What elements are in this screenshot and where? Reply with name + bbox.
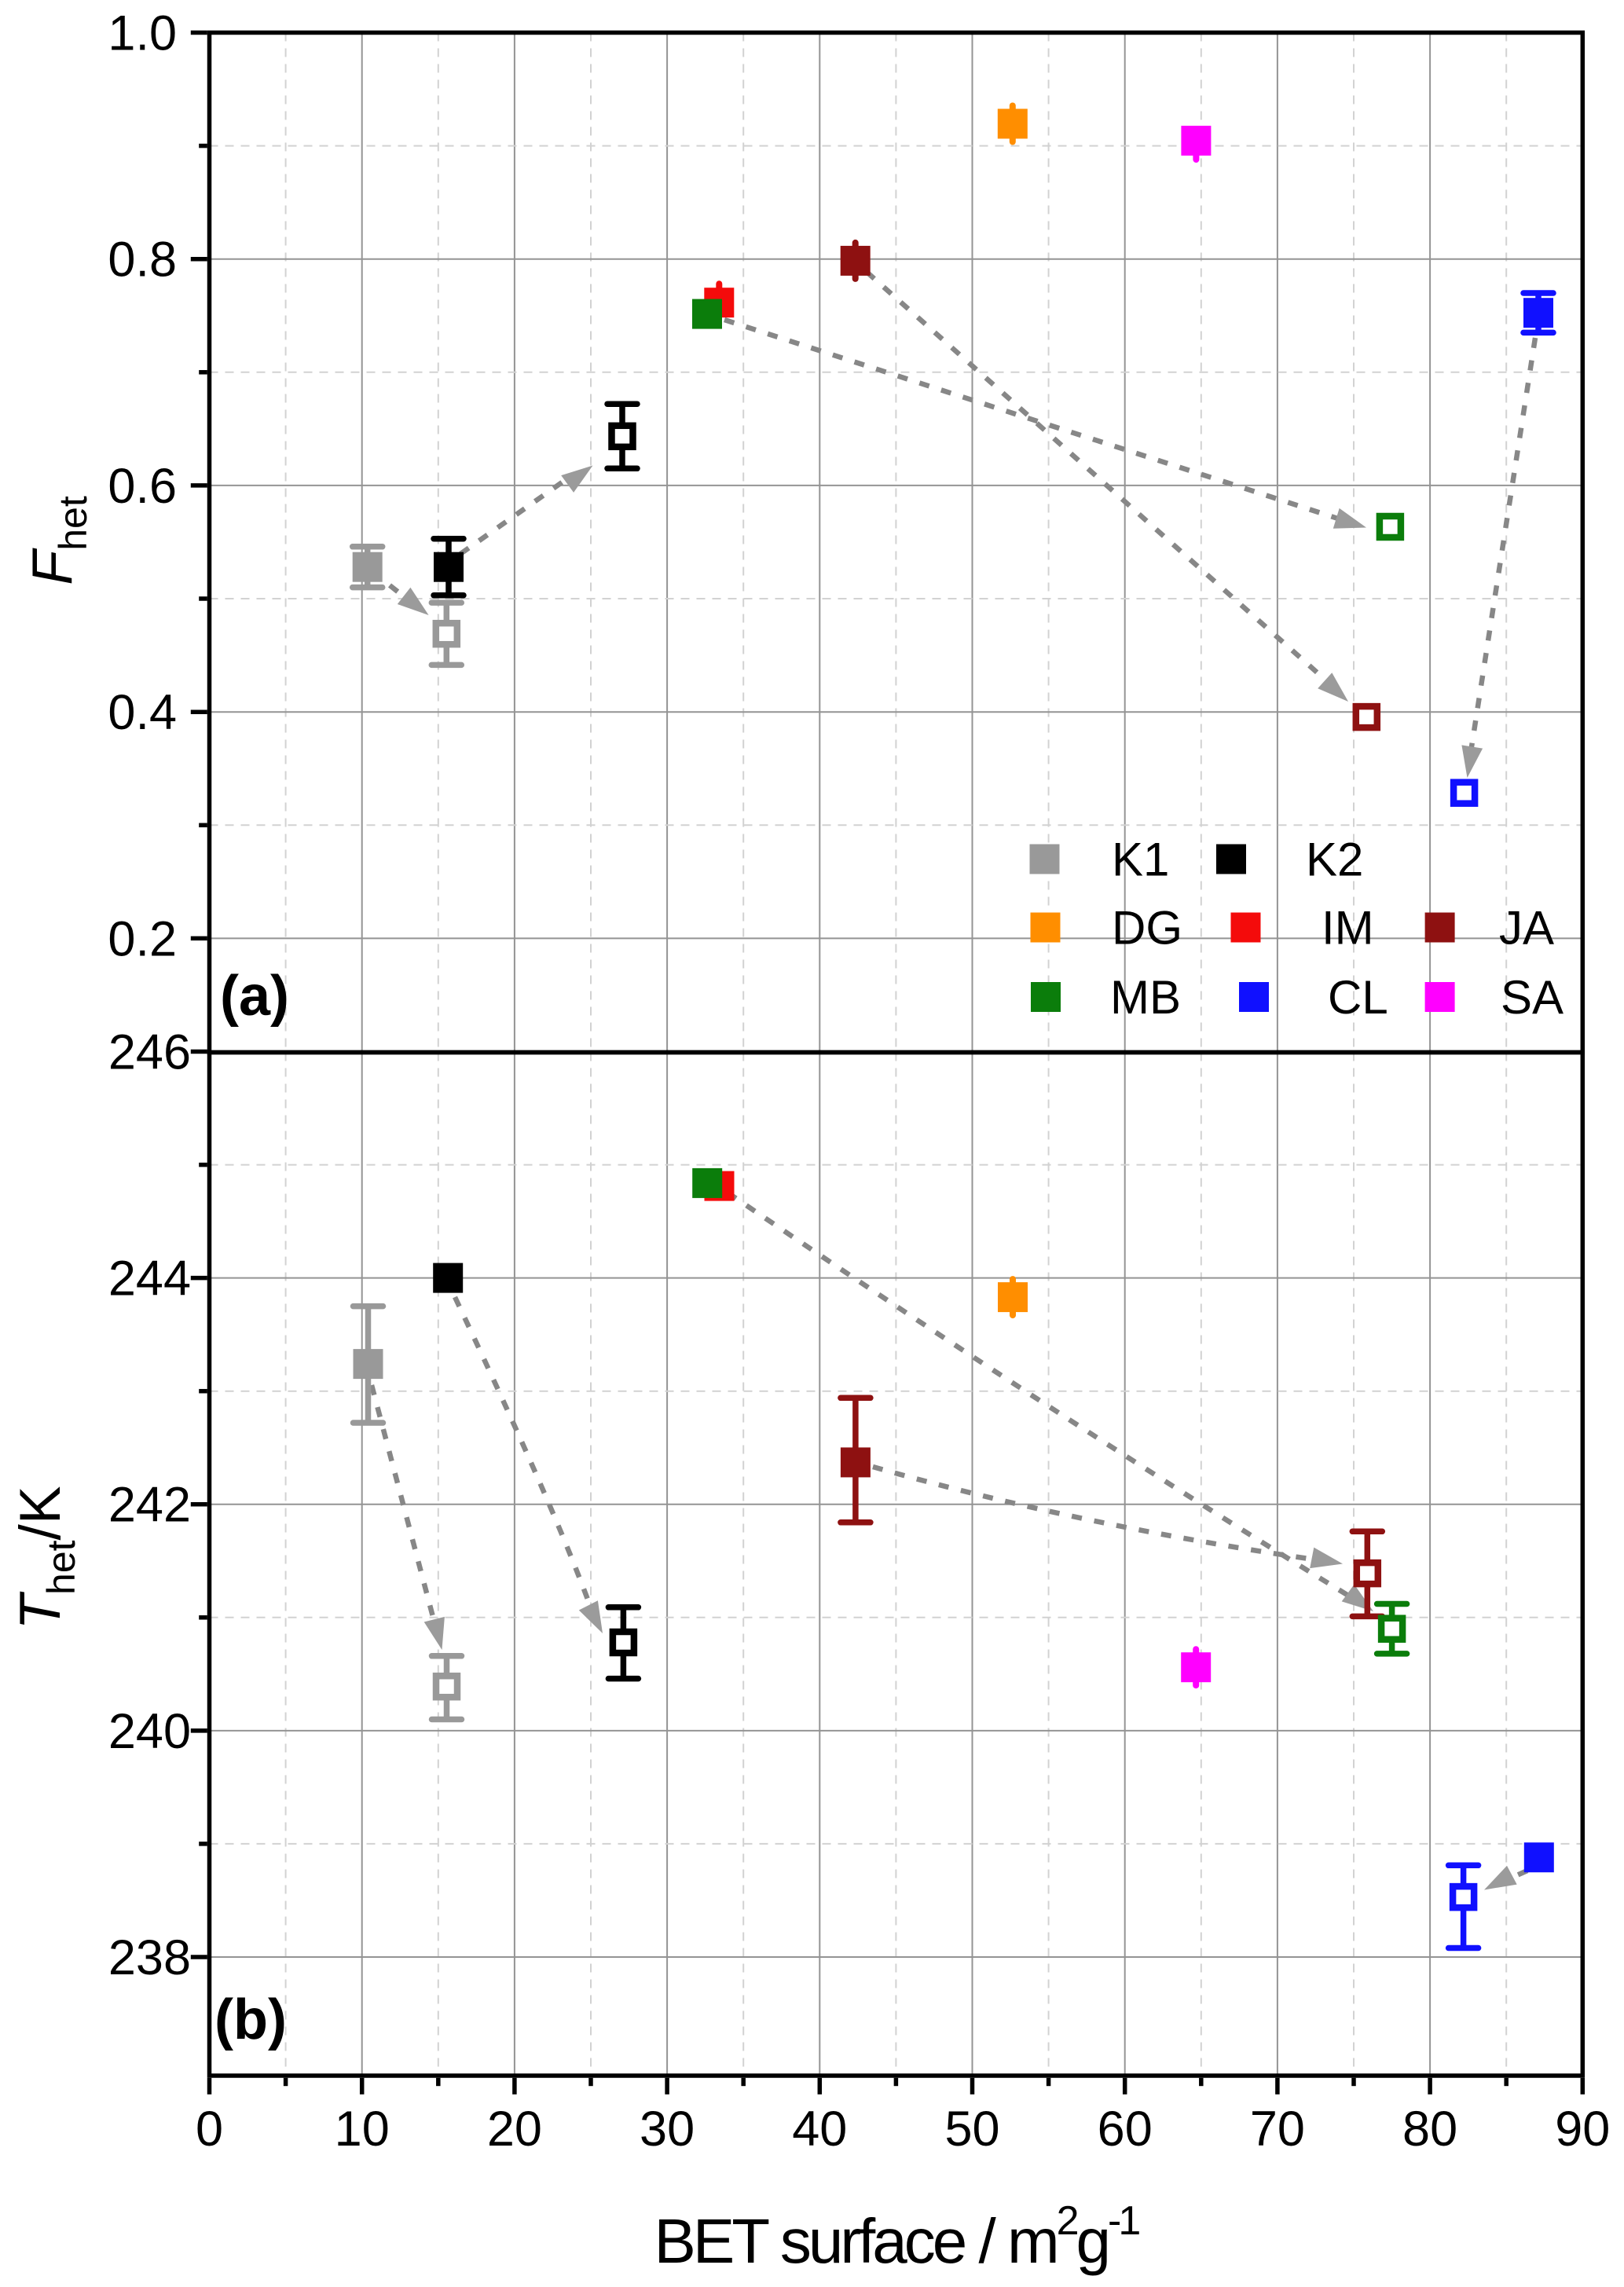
svg-text:IM: IM [1322, 902, 1374, 955]
svg-text:244: 244 [108, 1252, 191, 1307]
svg-text:Fhet: Fhet [21, 496, 95, 585]
svg-text:50: 50 [944, 2102, 999, 2157]
svg-text:20: 20 [487, 2102, 542, 2157]
svg-text:0.4: 0.4 [108, 685, 177, 740]
svg-text:30: 30 [640, 2102, 695, 2157]
svg-text:246: 246 [108, 1025, 191, 1080]
svg-text:10: 10 [335, 2102, 390, 2157]
svg-text:242: 242 [108, 1478, 191, 1533]
svg-text:240: 240 [108, 1704, 191, 1759]
svg-text:90: 90 [1555, 2102, 1610, 2157]
svg-text:0.6: 0.6 [108, 459, 177, 514]
svg-text:0.2: 0.2 [108, 911, 177, 966]
svg-text:(a): (a) [220, 965, 289, 1028]
svg-text:SA: SA [1501, 971, 1564, 1024]
svg-text:K1: K1 [1112, 834, 1169, 886]
svg-text:DG: DG [1112, 902, 1182, 955]
svg-text:80: 80 [1402, 2102, 1457, 2157]
svg-text:0.8: 0.8 [108, 233, 177, 288]
svg-text:40: 40 [792, 2102, 847, 2157]
svg-text:K2: K2 [1306, 834, 1363, 886]
svg-text:238: 238 [108, 1930, 191, 1985]
svg-text:60: 60 [1098, 2102, 1153, 2157]
svg-text:MB: MB [1110, 971, 1181, 1024]
svg-text:0: 0 [196, 2102, 223, 2157]
svg-text:70: 70 [1250, 2102, 1305, 2157]
svg-text:(b): (b) [214, 1988, 287, 2051]
svg-text:CL: CL [1328, 971, 1388, 1024]
svg-text:JA: JA [1499, 902, 1554, 955]
svg-text:Thet/K: Thet/K [9, 1486, 83, 1629]
svg-text:1.0: 1.0 [108, 6, 177, 61]
